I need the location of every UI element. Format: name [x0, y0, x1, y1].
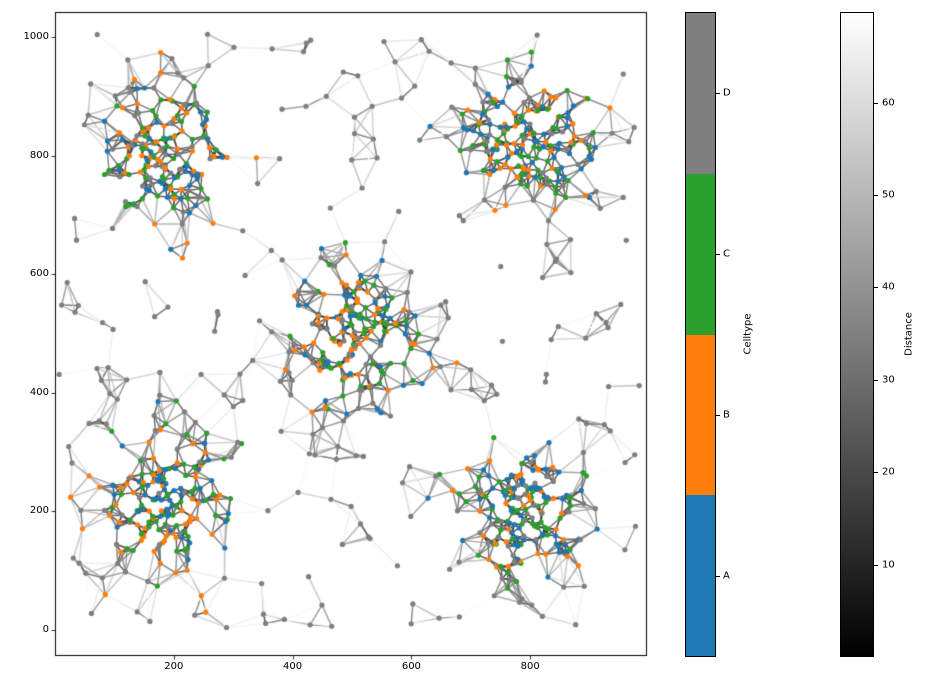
distance-tickmark	[874, 287, 878, 289]
celltype-colorbar-label: Celltype	[742, 313, 754, 355]
x-tick-label: 400	[283, 661, 303, 672]
distance-tickmark	[874, 564, 878, 566]
distance-tick-label: 60	[882, 97, 895, 109]
distance-tick-label: 10	[882, 559, 895, 571]
distance-tickmark	[874, 102, 878, 104]
y-tick-label: 400	[29, 386, 49, 398]
celltype-segment-b	[686, 334, 715, 496]
celltype-segment-c	[686, 173, 715, 335]
x-tick-label: 800	[520, 661, 540, 672]
y-tick-label: 800	[29, 149, 49, 161]
distance-tickmark	[874, 379, 878, 381]
distance-tickmark	[874, 194, 878, 196]
distance-tick-label: 50	[882, 189, 895, 201]
celltype-tick-label: C	[723, 248, 730, 260]
celltype-tickmark	[716, 415, 720, 417]
x-tick-label: 200	[164, 661, 184, 672]
celltype-tick-label: B	[723, 409, 730, 421]
celltype-tick-label: A	[723, 570, 730, 582]
y-tick-label: 0	[42, 624, 49, 636]
y-tick-label: 600	[29, 268, 49, 280]
celltype-segment-d	[686, 13, 715, 174]
celltype-segment-a	[686, 495, 715, 656]
celltype-tickmark	[716, 576, 720, 578]
distance-colorbar	[840, 12, 874, 657]
celltype-tickmark	[716, 92, 720, 94]
distance-tickmark	[874, 472, 878, 474]
distance-colorbar-label: Distance	[903, 312, 915, 356]
celltype-tick-label: D	[723, 87, 731, 99]
distance-tick-label: 30	[882, 374, 895, 386]
distance-tick-label: 40	[882, 281, 895, 293]
celltype-colorbar	[685, 12, 716, 657]
x-tick-label: 600	[401, 661, 421, 672]
y-tick-label: 200	[29, 505, 49, 517]
distance-tick-label: 20	[882, 466, 895, 478]
celltype-tickmark	[716, 253, 720, 255]
y-tick-label: 1000	[23, 30, 49, 42]
